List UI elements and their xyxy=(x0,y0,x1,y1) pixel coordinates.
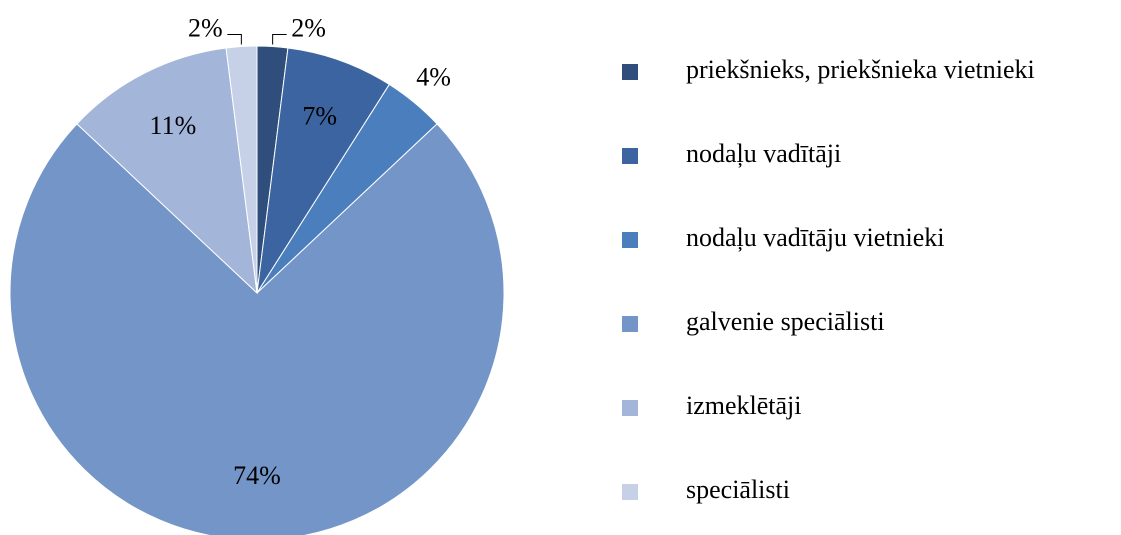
legend-label: galvenie speciālisti xyxy=(686,307,885,336)
pie-slice xyxy=(256,47,391,294)
leader-line xyxy=(227,33,242,45)
pie-slice xyxy=(76,47,258,295)
legend-swatch xyxy=(622,316,638,332)
legend-label: nodaļu vadītāju vietnieki xyxy=(686,223,945,252)
legend-label: speciālisti xyxy=(686,475,790,504)
pie-slice xyxy=(225,45,258,294)
legend-label: izmeklētāji xyxy=(686,391,802,420)
legend-label: priekšnieks, priekšnieka vietnieki xyxy=(686,55,1035,84)
legend-swatch xyxy=(622,484,638,500)
data-label: 11% xyxy=(150,111,197,140)
data-label: 2% xyxy=(291,13,326,42)
data-label: 74% xyxy=(233,461,281,490)
pie-slice xyxy=(9,123,505,535)
legend-swatch xyxy=(622,400,638,416)
legend-label: nodaļu vadītāji xyxy=(686,139,841,168)
legend-swatch xyxy=(622,232,638,248)
data-label: 4% xyxy=(416,63,451,92)
legend-swatch xyxy=(622,148,638,164)
data-label: 2% xyxy=(188,13,223,42)
leader-line xyxy=(272,33,287,45)
data-label: 7% xyxy=(302,102,337,131)
legend-swatch xyxy=(622,64,638,80)
